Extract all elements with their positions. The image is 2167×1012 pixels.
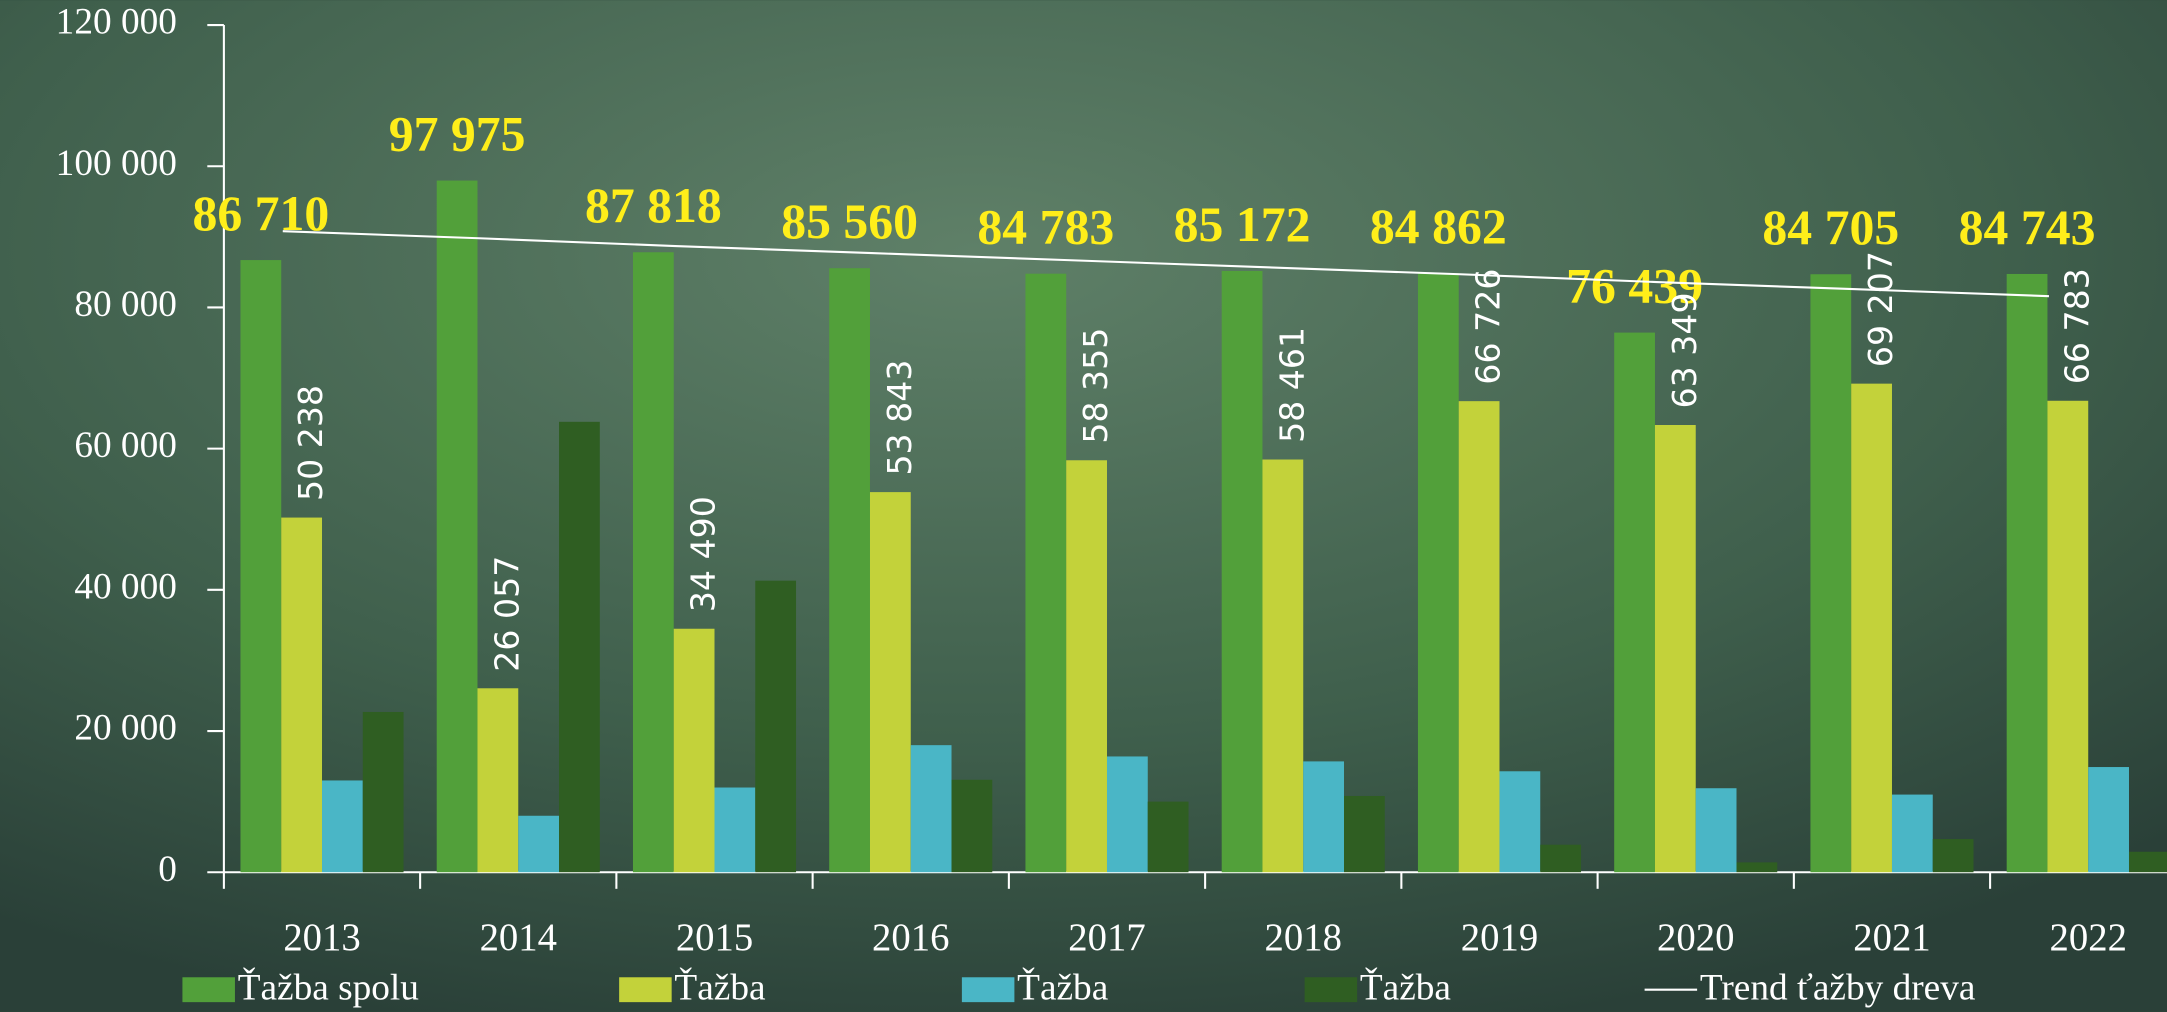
legend-marker [961, 977, 1015, 1003]
bar [1891, 794, 1933, 873]
trend-line [282, 230, 2050, 298]
bar [1654, 425, 1696, 873]
data-label: 84 783 [977, 200, 1114, 255]
bar [322, 780, 363, 873]
data-label: 26 057 [487, 556, 526, 672]
legend-label: Trend ťažby dreva [1700, 968, 1976, 1009]
bar [1499, 771, 1541, 873]
bar [436, 180, 478, 873]
x-tick-label: 2021 [1853, 917, 1930, 959]
data-label: 69 207 [1861, 251, 1900, 367]
data-label: 34 490 [684, 496, 723, 612]
y-tick-label: 80 000 [74, 284, 177, 325]
bar [1851, 383, 1892, 873]
bar [869, 492, 911, 873]
data-label: 84 705 [1762, 200, 1899, 255]
bar [559, 421, 600, 873]
y-tick-label: 60 000 [74, 425, 177, 466]
data-label: 53 843 [880, 360, 919, 476]
bar [2047, 400, 2089, 873]
y-tick-label: 0 [158, 849, 177, 890]
bar [632, 252, 674, 873]
bar [714, 787, 756, 873]
data-label: 63 349 [1665, 292, 1704, 408]
bar [518, 815, 560, 873]
bar [673, 628, 715, 873]
legend-label: Ťažba spolu [238, 967, 420, 1009]
data-label: 84 862 [1370, 199, 1507, 254]
y-tick-label: 20 000 [74, 708, 177, 749]
bar [477, 688, 519, 873]
data-label: 76 439 [1566, 259, 1703, 314]
bar [362, 711, 404, 873]
bar [1458, 401, 1500, 873]
data-label: 58 355 [1076, 328, 1115, 444]
x-tick-label: 2014 [480, 917, 557, 959]
bar [1417, 273, 1459, 873]
x-tick-label: 2022 [2050, 917, 2127, 959]
bar [1147, 801, 1189, 873]
bar [1066, 460, 1107, 873]
bar [2128, 851, 2167, 873]
data-label: 66 726 [1469, 269, 1508, 385]
bar [1106, 756, 1148, 873]
data-label: 87 818 [585, 178, 722, 233]
data-label: 58 461 [1272, 327, 1311, 443]
bar [1932, 839, 1974, 873]
bar [755, 580, 797, 873]
bar [910, 745, 952, 873]
x-tick-label: 2020 [1657, 917, 1734, 959]
data-label: 97 975 [389, 107, 526, 162]
bar [1540, 844, 1582, 873]
legend-marker [619, 977, 672, 1003]
bar [1695, 788, 1737, 873]
bar [1736, 862, 1778, 873]
bar [951, 779, 993, 873]
y-tick-label: 120 000 [56, 2, 177, 43]
x-tick-label: 2013 [283, 917, 360, 959]
bar [1221, 270, 1263, 873]
legend-label: Ťažba [1017, 967, 1109, 1009]
data-label: 66 783 [2057, 268, 2096, 384]
bar [829, 268, 870, 873]
bar [281, 517, 323, 873]
bar [1810, 274, 1852, 873]
bar [2088, 767, 2129, 873]
x-tick-label: 2015 [676, 917, 753, 959]
x-tick-label: 2017 [1068, 917, 1145, 959]
data-label: 85 560 [781, 194, 918, 249]
y-tick-label: 40 000 [74, 566, 177, 607]
bar [1614, 332, 1655, 873]
x-tick-label: 2018 [1265, 917, 1342, 959]
legend-marker [1304, 977, 1358, 1003]
bar [240, 260, 282, 873]
bar [1025, 273, 1067, 873]
x-tick-label: 2019 [1461, 917, 1538, 959]
bar [1303, 761, 1345, 873]
data-label: 50 238 [291, 385, 330, 501]
data-label: 85 172 [1174, 197, 1311, 252]
bar [1344, 795, 1385, 873]
legend-marker [182, 977, 235, 1003]
x-tick-label: 2016 [872, 917, 949, 959]
bar [2006, 273, 2048, 873]
bar [1262, 459, 1304, 873]
legend-label: Ťažba [674, 967, 766, 1009]
legend-label: Ťažba [1360, 967, 1452, 1009]
data-label: 84 743 [1959, 200, 2096, 255]
y-tick-label: 100 000 [56, 143, 177, 184]
